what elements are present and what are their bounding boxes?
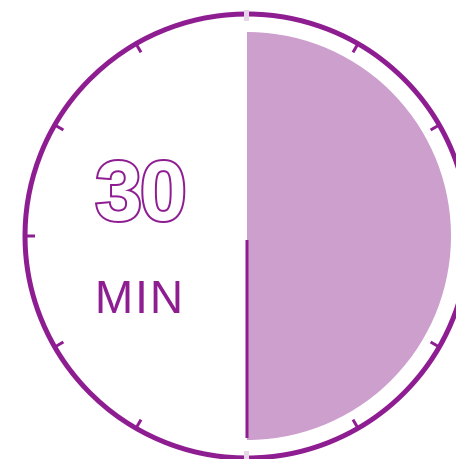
tick-mark <box>351 42 360 54</box>
minutes-unit-label: MIN <box>95 271 185 323</box>
tick-mark <box>429 123 441 132</box>
tick-mark <box>429 340 441 349</box>
top-marker <box>244 10 249 21</box>
tick-marks <box>25 42 441 430</box>
tick-mark <box>53 340 65 349</box>
minutes-number: 30 <box>95 144 184 238</box>
elapsed-wedge <box>247 32 451 440</box>
tick-mark <box>351 418 360 430</box>
tick-mark <box>134 42 143 54</box>
bottom-marker <box>244 451 249 459</box>
tick-mark <box>134 418 143 430</box>
tick-mark <box>53 123 65 132</box>
